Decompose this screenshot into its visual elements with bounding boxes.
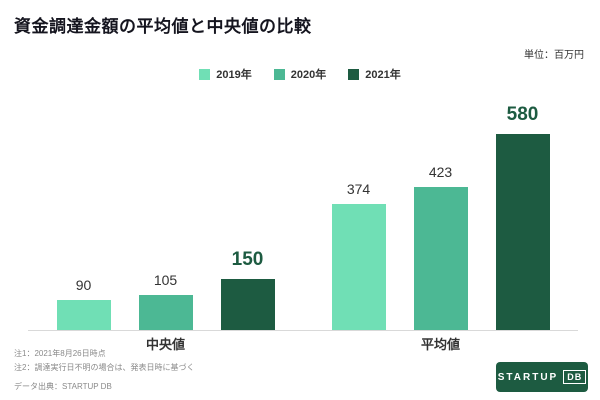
bar-2020年-中央値: 105: [138, 272, 193, 330]
bar-2021年-平均値: 580: [495, 104, 550, 330]
category-label-median: 中央値: [145, 337, 185, 352]
legend-label: 2021年: [365, 69, 401, 81]
bar-2021年-中央値: 150: [220, 249, 275, 330]
unit-label: 単位：百万円: [524, 50, 584, 61]
chart-legend: 2019年 2020年 2021年: [0, 66, 600, 82]
data-source: データ出典：STARTUP DB: [14, 382, 112, 392]
bar: [495, 134, 550, 330]
bar: [413, 187, 468, 330]
legend-label: 2020年: [290, 69, 327, 81]
bar-value-label: 580: [506, 104, 539, 125]
legend-swatch-icon: [273, 68, 285, 80]
legend-item-2019年: 2019年: [199, 66, 252, 82]
legend-item-2021年: 2021年: [348, 66, 401, 82]
legend-item-2020年: 2020年: [273, 66, 327, 82]
legend-swatch-icon: [199, 68, 211, 80]
bar-group-median: 90 105 150: [28, 95, 303, 330]
bar-2019年-平均値: 374: [331, 181, 386, 330]
bar: [138, 295, 193, 330]
startup-db-logo: STARTUP DB: [496, 362, 588, 392]
category-label-average: 平均値: [420, 337, 460, 352]
category-axis: 中央値 平均値: [28, 334, 578, 353]
bar-2020年-平均値: 423: [413, 164, 468, 330]
bar-chart: 90 105 150 374 423 580: [28, 95, 578, 331]
bar: [220, 279, 275, 330]
footnote-2: 注2：調達実行日不明の場合は、発表日時に基づく: [14, 362, 195, 372]
bar: [56, 300, 111, 330]
bar: [331, 204, 386, 330]
bar-value-label: 105: [153, 272, 178, 288]
bar-value-label: 150: [231, 249, 264, 270]
bar-value-label: 423: [428, 164, 453, 180]
page-title: 資金調達金額の平均値と中央値の比較: [14, 17, 312, 36]
logo-text-db: DB: [563, 370, 587, 384]
legend-label: 2019年: [216, 69, 252, 81]
footnotes: 注1：2021年8月26日時点 注2：調達実行日不明の場合は、発表日時に基づく …: [14, 347, 194, 394]
bar-group-average: 374 423 580: [303, 95, 578, 330]
legend-swatch-icon: [348, 68, 360, 80]
footnote-1: 注1：2021年8月26日時点: [14, 349, 106, 359]
logo-text-startup: STARTUP: [497, 371, 559, 383]
bar-value-label: 90: [75, 277, 92, 293]
bar-2019年-中央値: 90: [56, 277, 111, 330]
bar-value-label: 374: [346, 181, 371, 197]
